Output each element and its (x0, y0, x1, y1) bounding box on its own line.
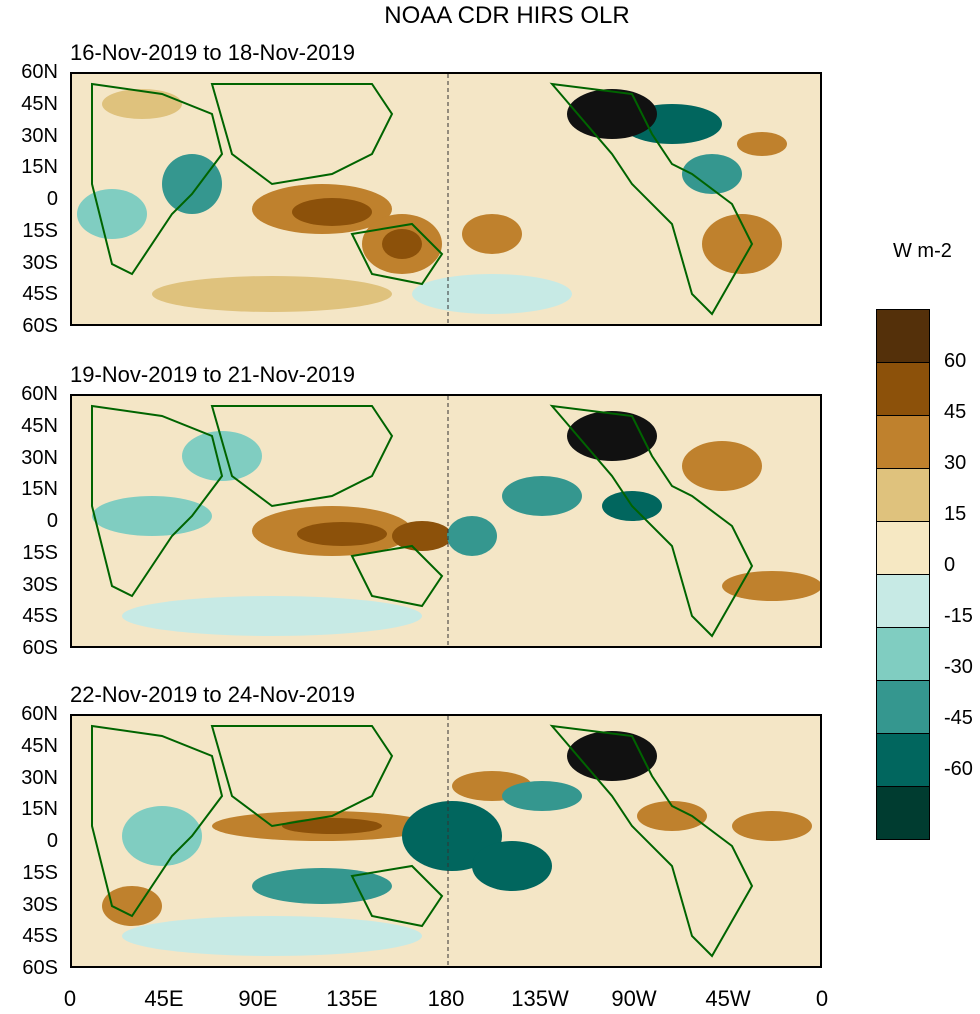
lat-label: 15N (21, 478, 58, 501)
colorbar-swatch (876, 627, 930, 681)
lat-label: 30S (22, 251, 58, 274)
lat-label: 60S (22, 957, 58, 979)
colorbar-level-label: 30 (944, 452, 967, 474)
lat-label: 60N (21, 703, 58, 725)
anomaly-blobs (92, 411, 820, 636)
lat-label: 30N (21, 766, 58, 789)
colorbar-units: W m-2 (893, 240, 952, 262)
lat-label: 45S (22, 283, 58, 306)
lat-label: 0 (46, 830, 58, 852)
lat-label: 45N (21, 92, 58, 115)
lat-label: 60S (22, 315, 58, 337)
lat-label: 45S (22, 925, 58, 948)
colorbar-level-label: 45 (944, 401, 967, 423)
colorbar-swatch (876, 786, 930, 840)
lat-label: 45N (21, 414, 58, 437)
lat-label: 60S (22, 637, 58, 659)
lat-label: 15N (21, 798, 58, 821)
colorbar-swatch (876, 415, 930, 469)
panel-1-title: 16-Nov-2019 to 18-Nov-2019 (70, 40, 355, 65)
colorbar-swatch (876, 468, 930, 522)
colorbar-level-label: -15 (944, 605, 973, 627)
colorbar-swatch (876, 680, 930, 734)
lon-label: 180 (427, 986, 465, 1011)
lon-label: 90W (611, 986, 657, 1011)
lon-label: 135W (511, 986, 569, 1011)
lat-label: 30S (22, 893, 58, 916)
lon-label: 45E (144, 986, 184, 1011)
lon-label: 45W (705, 986, 751, 1011)
lat-label: 45S (22, 605, 58, 628)
colorbar-level-label: -30 (944, 656, 973, 678)
colorbar-level-label: 60 (944, 350, 967, 372)
lon-label: 0 (63, 986, 77, 1011)
colorbar-swatch (876, 362, 930, 416)
lat-label: 15S (22, 861, 58, 884)
colorbar-swatch (876, 309, 930, 363)
lat-label: 0 (46, 188, 58, 210)
colorbar-level-label: -60 (944, 758, 973, 780)
panel-1-map (70, 72, 822, 326)
colorbar-level-label: 0 (944, 554, 956, 576)
coastlines (91, 724, 754, 958)
panel-2-title: 19-Nov-2019 to 21-Nov-2019 (70, 362, 355, 387)
lat-label: 0 (46, 510, 58, 532)
panel-3-map (70, 714, 822, 968)
coastlines (91, 82, 754, 316)
colorbar-level-label: -45 (944, 707, 973, 729)
figure-title: NOAA CDR HIRS OLR (384, 2, 630, 29)
panel-2-map (70, 394, 822, 648)
lon-label: 90E (238, 986, 278, 1011)
anomaly-blobs (102, 731, 812, 956)
colorbar (876, 309, 930, 840)
lat-label: 15N (21, 156, 58, 179)
lat-label: 30N (21, 124, 58, 147)
lon-label: 0 (815, 986, 829, 1011)
lat-label: 30S (22, 573, 58, 596)
lat-label: 15S (22, 219, 58, 242)
panel-3-title: 22-Nov-2019 to 24-Nov-2019 (70, 682, 355, 707)
colorbar-level-label: 15 (944, 503, 967, 525)
lon-label: 135E (326, 986, 378, 1011)
lat-label: 45N (21, 734, 58, 757)
lat-label: 60N (21, 61, 58, 83)
colorbar-swatch (876, 574, 930, 628)
colorbar-swatch (876, 733, 930, 787)
lat-label: 15S (22, 541, 58, 564)
coastlines (91, 404, 754, 638)
lat-label: 60N (21, 383, 58, 405)
lat-label: 30N (21, 446, 58, 469)
colorbar-swatch (876, 521, 930, 575)
